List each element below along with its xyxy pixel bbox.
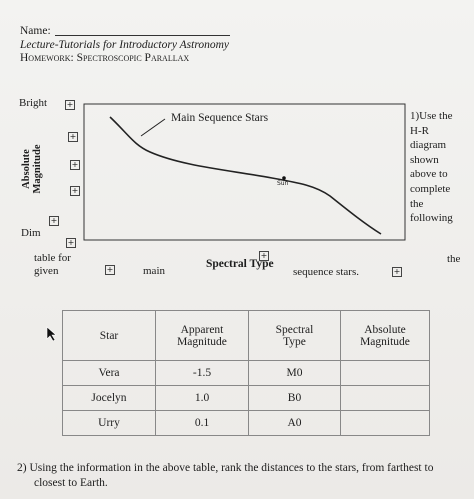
question2-line2: closest to Earth. <box>34 477 108 489</box>
cell-absolute-input[interactable] <box>340 410 430 436</box>
plus-box-icon[interactable]: + <box>105 265 115 275</box>
plus-box-icon[interactable]: + <box>392 267 402 277</box>
plus-box-icon[interactable]: + <box>65 100 75 110</box>
homework-title: Homework: Spectroscopic Parallax <box>20 52 190 64</box>
question1-table-for: table for <box>34 252 71 264</box>
x-axis-label: Spectral Type <box>206 258 274 270</box>
cell-apparent: 1.0 <box>155 385 249 411</box>
cell-star: Vera <box>62 360 156 386</box>
cell-type: A0 <box>248 410 341 436</box>
cell-star: Jocelyn <box>62 385 156 411</box>
sun-marker <box>282 176 286 180</box>
header-spectral-type: Spectral Type <box>248 310 341 361</box>
cell-type: M0 <box>248 360 341 386</box>
cell-apparent: -1.5 <box>155 360 249 386</box>
cell-absolute-input[interactable] <box>340 360 430 386</box>
question1-the: the <box>447 253 461 265</box>
table-row: Jocelyn 1.0 B0 <box>62 385 430 411</box>
table-row: Vera -1.5 M0 <box>62 360 430 386</box>
main-sequence-curve <box>109 116 382 235</box>
main-sequence-pointer <box>140 118 166 137</box>
question1-given: given <box>34 265 59 277</box>
plus-box-icon[interactable]: + <box>49 216 59 226</box>
plus-box-icon[interactable]: + <box>66 238 76 248</box>
cell-absolute-input[interactable] <box>340 385 430 411</box>
plus-box-icon[interactable]: + <box>70 160 80 170</box>
plus-box-icon[interactable]: + <box>68 132 78 142</box>
dim-label: Dim <box>21 227 41 239</box>
sun-label: Sun <box>277 180 289 187</box>
question1-side-text: 1)Use the H-R diagram shown above to com… <box>410 110 453 225</box>
cell-apparent: 0.1 <box>155 410 249 436</box>
header-apparent-magnitude: Apparent Magnitude <box>155 310 249 361</box>
plus-box-icon[interactable]: + <box>70 186 80 196</box>
course-title: Lecture-Tutorials for Introductory Astro… <box>20 39 230 51</box>
main-sequence-label: Main Sequence Stars <box>171 112 269 124</box>
name-input-line[interactable] <box>55 35 230 36</box>
cell-star: Urry <box>62 410 156 436</box>
name-label: Name: <box>20 25 51 37</box>
star-table: Star Apparent Magnitude Spectral Type Abso… <box>62 310 430 436</box>
table-header-row: Star Apparent Magnitude Spectral Type Abso… <box>62 310 430 361</box>
question1-main: main <box>143 265 165 277</box>
arrow-cursor-icon <box>46 326 57 342</box>
question2-line1: 2) Using the information in the above ta… <box>17 462 434 474</box>
plus-box-icon[interactable]: + <box>259 251 269 261</box>
question1-sequence-stars: sequence stars. <box>293 266 359 278</box>
hr-diagram-frame <box>83 103 406 241</box>
bright-label: Bright <box>19 97 48 109</box>
header-star: Star <box>62 310 156 361</box>
table-row: Urry 0.1 A0 <box>62 410 430 436</box>
cell-type: B0 <box>248 385 341 411</box>
header-absolute-magnitude: Absolute Magnitude <box>340 310 430 361</box>
